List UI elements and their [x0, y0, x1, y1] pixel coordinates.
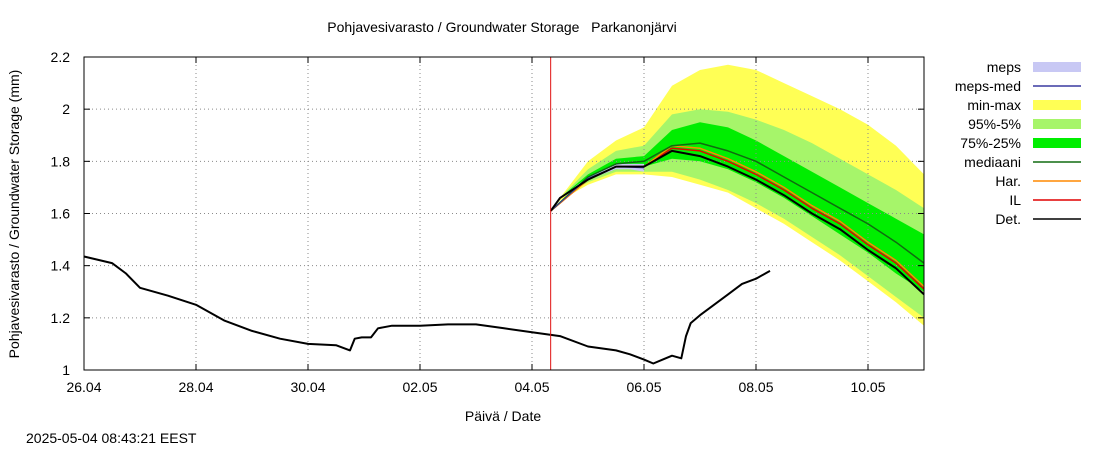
x-tick-label: 10.05 [850, 379, 885, 395]
legend-label: Har. [995, 173, 1021, 189]
x-tick-label: 26.04 [66, 379, 101, 395]
legend-swatch [1033, 100, 1081, 110]
legend-label: min-max [967, 97, 1021, 113]
x-tick-label: 06.05 [626, 379, 661, 395]
legend-item-mediaani: mediaani [964, 154, 1081, 170]
chart-title: Pohjavesivarasto / Groundwater Storage P… [327, 19, 676, 35]
y-tick-label: 1.6 [51, 206, 71, 222]
y-tick-label: 2.2 [51, 49, 71, 65]
legend: meps meps-med min-max 95%-5% 75%-25% mediaani… [955, 59, 1081, 227]
legend-label: meps [987, 59, 1021, 75]
x-axis-label: Päivä / Date [465, 408, 541, 424]
legend-label: Det. [995, 211, 1021, 227]
x-tick-label: 30.04 [290, 379, 325, 395]
legend-label: meps-med [955, 78, 1021, 94]
y-tick-label: 1.4 [51, 258, 71, 274]
legend-item-meps-med: meps-med [955, 78, 1081, 94]
series-mediaani [550, 142, 925, 264]
legend-label: 75%-25% [960, 135, 1021, 151]
y-tick-label: 1.2 [51, 310, 71, 326]
x-tick-label: 28.04 [178, 379, 213, 395]
x-tick-labels: 26.04 28.04 30.04 02.05 04.05 06.05 08.05 10.05 [66, 379, 885, 395]
legend-swatch [1033, 119, 1081, 129]
y-axis-label: Pohjavesivarasto / Groundwater Storage (… [6, 70, 22, 359]
y-tick-label: 1.8 [51, 153, 71, 169]
legend-item-75-25: 75%-25% [960, 135, 1081, 151]
y-tick-label: 1 [62, 362, 70, 378]
legend-item-min-max: min-max [967, 97, 1081, 113]
ticks-layer [83, 56, 924, 371]
legend-swatch [1033, 62, 1081, 72]
series-det [549, 149, 925, 296]
band-min-max [550, 64, 924, 326]
legend-label: 95%-5% [968, 116, 1021, 132]
lines-layer [83, 142, 925, 365]
band-75-25 [550, 122, 924, 292]
series-det [83, 255, 771, 365]
legend-item-il: IL [1009, 192, 1081, 208]
timestamp: 2025-05-04 08:43:21 EEST [26, 430, 197, 446]
x-tick-label: 02.05 [402, 379, 437, 395]
x-tick-label: 04.05 [514, 379, 549, 395]
grid-layer [84, 57, 924, 370]
y-tick-labels: 1 1.2 1.4 1.6 1.8 2 2.2 [51, 49, 71, 378]
legend-label: IL [1009, 192, 1021, 208]
legend-item-har: Har. [995, 173, 1081, 189]
legend-swatch [1033, 138, 1081, 148]
legend-item-det: Det. [995, 211, 1081, 227]
legend-item-meps: meps [987, 59, 1081, 75]
legend-label: mediaani [964, 154, 1021, 170]
x-tick-label: 08.05 [738, 379, 773, 395]
legend-item-95-5: 95%-5% [968, 116, 1081, 132]
y-tick-label: 2 [62, 101, 70, 117]
